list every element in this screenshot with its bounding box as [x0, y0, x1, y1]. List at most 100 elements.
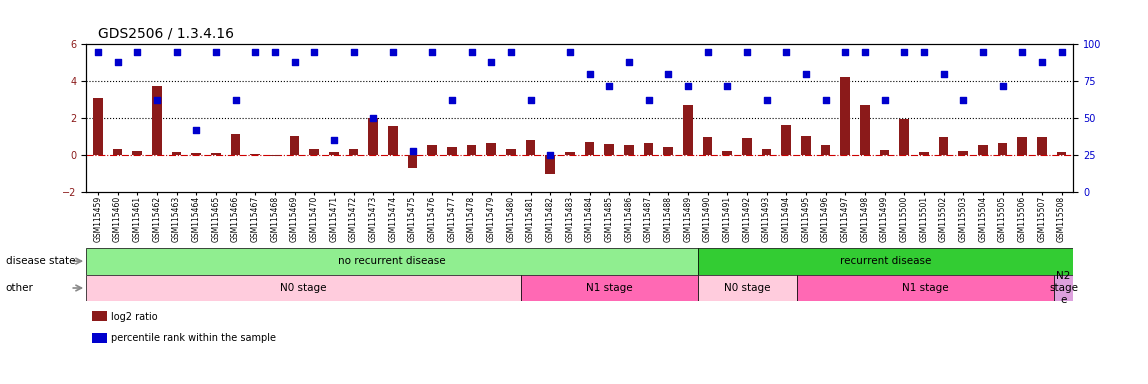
Bar: [797, 275, 1054, 301]
Bar: [211, 153, 220, 155]
Bar: [920, 152, 929, 155]
Bar: [698, 275, 797, 301]
Bar: [388, 126, 398, 155]
Point: [108, 59, 126, 65]
Bar: [520, 275, 698, 301]
Point: [758, 97, 776, 103]
Point: [443, 97, 461, 103]
Point: [1053, 48, 1071, 55]
Point: [560, 48, 579, 55]
Point: [934, 71, 953, 77]
Point: [383, 48, 402, 55]
Point: [129, 48, 147, 55]
Bar: [959, 151, 968, 155]
Point: [265, 48, 284, 55]
Point: [286, 59, 304, 65]
Text: N2
stage
e: N2 stage e: [1049, 271, 1078, 305]
Text: N0 stage: N0 stage: [724, 283, 770, 293]
Point: [325, 137, 343, 143]
Bar: [132, 151, 142, 155]
Point: [816, 97, 835, 103]
Point: [541, 152, 559, 158]
Bar: [604, 144, 614, 155]
Bar: [113, 149, 123, 155]
Bar: [349, 149, 358, 155]
Bar: [899, 119, 909, 155]
Bar: [978, 145, 987, 155]
Point: [581, 71, 599, 77]
Bar: [270, 155, 280, 156]
Bar: [506, 149, 515, 155]
Bar: [427, 145, 437, 155]
Text: N0 stage: N0 stage: [280, 283, 326, 293]
Point: [659, 71, 677, 77]
Point: [974, 48, 992, 55]
Point: [836, 48, 854, 55]
Bar: [664, 147, 673, 155]
Bar: [782, 124, 791, 155]
Bar: [998, 143, 1008, 155]
Point: [915, 48, 933, 55]
Bar: [840, 78, 851, 155]
Point: [344, 48, 363, 55]
Bar: [487, 143, 496, 155]
Point: [639, 97, 658, 103]
Point: [502, 48, 520, 55]
Point: [207, 48, 225, 55]
Bar: [821, 145, 830, 155]
Bar: [369, 118, 378, 155]
Bar: [526, 140, 535, 155]
Bar: [703, 137, 713, 155]
Bar: [742, 138, 752, 155]
Text: percentile rank within the sample: percentile rank within the sample: [111, 333, 277, 343]
Bar: [545, 155, 556, 174]
Bar: [939, 137, 948, 155]
Text: no recurrent disease: no recurrent disease: [339, 256, 445, 266]
Bar: [1017, 137, 1027, 155]
Bar: [289, 136, 300, 155]
Point: [521, 97, 540, 103]
Point: [463, 48, 481, 55]
Bar: [466, 145, 476, 155]
Point: [424, 48, 442, 55]
Point: [954, 97, 972, 103]
Bar: [86, 248, 698, 275]
Point: [738, 48, 757, 55]
Bar: [408, 155, 418, 168]
Point: [678, 83, 697, 89]
Point: [168, 48, 186, 55]
Point: [777, 48, 796, 55]
Point: [895, 48, 914, 55]
Bar: [801, 136, 810, 155]
Bar: [152, 86, 162, 155]
Point: [187, 127, 205, 133]
Point: [718, 83, 736, 89]
Point: [698, 48, 716, 55]
Bar: [447, 147, 457, 155]
Bar: [565, 152, 575, 155]
Point: [364, 115, 382, 121]
Point: [993, 83, 1011, 89]
Bar: [309, 149, 319, 155]
Bar: [683, 105, 693, 155]
Bar: [86, 275, 520, 301]
Text: GDS2506 / 1.3.4.16: GDS2506 / 1.3.4.16: [98, 26, 233, 40]
Point: [855, 48, 874, 55]
Text: N1 stage: N1 stage: [902, 283, 948, 293]
Point: [1033, 59, 1052, 65]
Point: [876, 97, 894, 103]
Point: [246, 48, 264, 55]
Point: [797, 71, 815, 77]
Point: [226, 97, 245, 103]
Text: other: other: [6, 283, 33, 293]
Bar: [231, 134, 240, 155]
Text: disease state: disease state: [6, 256, 76, 266]
Point: [148, 97, 166, 103]
Bar: [1037, 137, 1047, 155]
Text: recurrent disease: recurrent disease: [840, 256, 931, 266]
Point: [88, 48, 107, 55]
Text: N1 stage: N1 stage: [585, 283, 633, 293]
Point: [1013, 48, 1031, 55]
Bar: [879, 151, 890, 155]
Bar: [625, 145, 634, 155]
